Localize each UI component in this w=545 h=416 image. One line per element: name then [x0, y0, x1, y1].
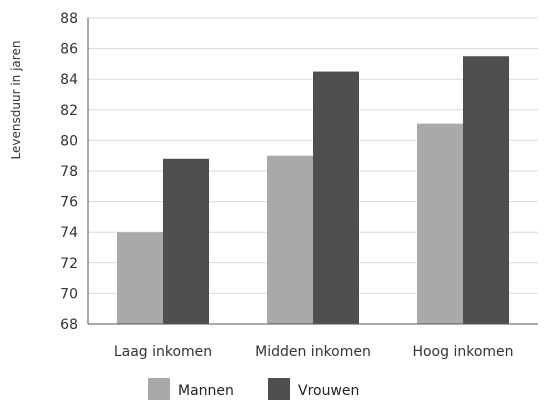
y-tick-label: 86 — [60, 42, 78, 58]
axes — [87, 18, 538, 325]
y-tick-label: 68 — [60, 317, 78, 333]
bar-mannen-1 — [117, 232, 163, 324]
x-category-label: Hoog inkomen — [412, 344, 513, 360]
bar-mannen-3 — [417, 123, 463, 324]
x-category-label: Laag inkomen — [114, 344, 212, 360]
bar-vrouwen-2 — [313, 71, 359, 324]
y-tick-label: 84 — [60, 72, 78, 88]
legend-label-mannen: Mannen — [178, 383, 234, 399]
bar-vrouwen-1 — [163, 158, 209, 324]
y-tick-label: 76 — [60, 195, 78, 211]
bar-mannen-2 — [267, 155, 313, 324]
y-tick-label: 70 — [60, 286, 78, 302]
y-tick-label: 82 — [60, 103, 78, 119]
y-tick-labels: 68 70 72 74 76 78 80 82 84 86 88 — [60, 11, 78, 333]
y-tick-label: 74 — [60, 225, 78, 241]
x-category-labels: Laag inkomen Midden inkomen Hoog inkomen — [114, 344, 514, 360]
legend-label-vrouwen: Vrouwen — [298, 383, 359, 399]
bar-vrouwen-3 — [463, 56, 509, 324]
x-category-label: Midden inkomen — [255, 344, 371, 360]
y-tick-label: 78 — [60, 164, 78, 180]
bars — [117, 56, 509, 324]
legend: Mannen Vrouwen — [148, 378, 359, 400]
y-tick-label: 72 — [60, 256, 78, 272]
y-tick-label: 88 — [60, 11, 78, 27]
y-axis-title: Levensduur in jaren — [9, 41, 23, 160]
legend-swatch-vrouwen — [268, 378, 290, 400]
legend-swatch-mannen — [148, 378, 170, 400]
y-tick-label: 80 — [60, 133, 78, 149]
